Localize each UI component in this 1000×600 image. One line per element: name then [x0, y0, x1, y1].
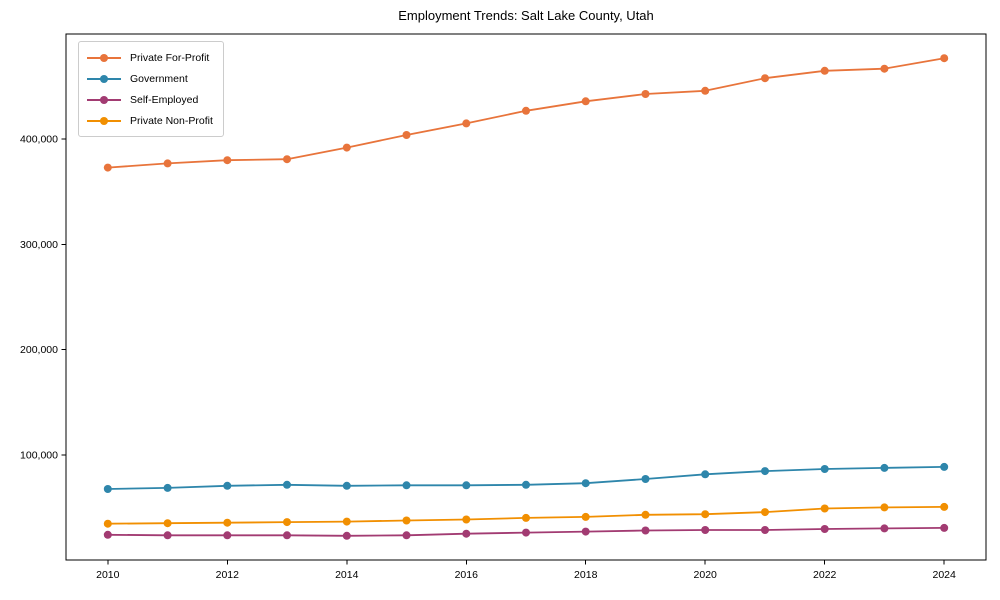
- data-point-marker: [940, 462, 949, 471]
- data-point-marker: [880, 503, 889, 512]
- data-point-marker: [402, 531, 411, 540]
- data-point-marker: [820, 66, 829, 75]
- data-point-marker: [103, 519, 112, 528]
- data-point-marker: [641, 90, 650, 98]
- data-point-marker: [880, 463, 889, 472]
- data-point-marker: [581, 527, 590, 536]
- data-point-marker: [880, 524, 889, 533]
- data-point-marker: [103, 485, 112, 493]
- data-point-marker: [940, 502, 949, 511]
- data-point-marker: [462, 481, 471, 490]
- data-point-marker: [462, 515, 471, 524]
- legend-item-private-non-profit: Private Non-Profit: [87, 110, 213, 131]
- chart-title: Employment Trends: Salt Lake County, Uta…: [398, 8, 654, 23]
- legend-label: Private Non-Profit: [130, 114, 213, 127]
- legend-label: Self-Employed: [130, 93, 199, 106]
- data-point-marker: [342, 481, 351, 490]
- data-point-marker: [223, 518, 232, 527]
- series-private-non-profit: [103, 502, 949, 528]
- data-point-marker: [103, 163, 112, 172]
- y-tick-label: 300,000: [20, 239, 58, 251]
- x-tick-label: 2020: [694, 569, 718, 581]
- data-point-marker: [283, 155, 291, 164]
- data-point-marker: [163, 483, 172, 492]
- data-point-marker: [283, 531, 291, 540]
- data-point-marker: [342, 517, 351, 526]
- data-point-marker: [522, 528, 530, 537]
- legend-label: Government: [130, 72, 188, 85]
- data-point-marker: [701, 526, 710, 534]
- legend: Private For-Profit Government Self-Emplo…: [78, 41, 224, 137]
- data-point-marker: [641, 475, 650, 483]
- data-point-marker: [940, 54, 949, 63]
- data-point-marker: [761, 508, 769, 517]
- data-point-marker: [462, 529, 471, 538]
- series-self-employed: [103, 523, 949, 540]
- data-point-marker: [402, 481, 411, 490]
- x-tick-label: 2012: [216, 569, 240, 581]
- data-point-marker: [163, 531, 172, 540]
- data-point-marker: [820, 525, 829, 533]
- legend-swatch-icon: [87, 74, 121, 84]
- data-point-marker: [641, 526, 650, 535]
- plot-border: [65, 33, 987, 561]
- legend-item-private-for-profit: Private For-Profit: [87, 47, 213, 68]
- x-tick-label: 2018: [574, 569, 598, 581]
- x-tick-label: 2016: [455, 569, 479, 581]
- y-tick-label: 400,000: [20, 134, 58, 146]
- data-point-marker: [641, 510, 650, 519]
- data-point-marker: [761, 467, 769, 476]
- series-private-for-profit: [103, 54, 949, 172]
- data-point-marker: [462, 119, 471, 128]
- data-point-marker: [103, 530, 112, 539]
- x-tick-label: 2010: [96, 569, 120, 581]
- data-point-marker: [163, 519, 172, 528]
- data-point-marker: [223, 481, 232, 490]
- legend-item-self-employed: Self-Employed: [87, 89, 213, 110]
- y-tick-label: 200,000: [20, 344, 58, 356]
- data-point-marker: [581, 97, 590, 106]
- data-point-marker: [701, 86, 710, 95]
- data-point-marker: [581, 512, 590, 521]
- x-tick-label: 2024: [933, 569, 957, 581]
- data-point-marker: [522, 480, 530, 489]
- legend-swatch-icon: [87, 53, 121, 63]
- data-point-marker: [701, 470, 710, 479]
- y-tick-label: 100,000: [20, 449, 58, 461]
- data-point-marker: [820, 504, 829, 513]
- data-point-marker: [223, 156, 232, 165]
- data-point-marker: [283, 480, 291, 489]
- legend-swatch-icon: [87, 116, 121, 126]
- data-point-marker: [342, 143, 351, 152]
- x-tick-label: 2022: [813, 569, 837, 581]
- data-point-marker: [283, 518, 291, 527]
- x-tick-label: 2014: [335, 569, 359, 581]
- data-point-marker: [402, 516, 411, 525]
- data-point-marker: [522, 106, 530, 115]
- legend-label: Private For-Profit: [130, 51, 210, 64]
- data-point-marker: [761, 74, 769, 83]
- legend-item-government: Government: [87, 68, 213, 89]
- data-point-marker: [880, 64, 889, 73]
- legend-swatch-icon: [87, 95, 121, 105]
- data-point-marker: [581, 479, 590, 488]
- data-point-marker: [342, 531, 351, 540]
- data-point-marker: [223, 531, 232, 540]
- data-point-marker: [761, 526, 769, 534]
- data-point-marker: [402, 131, 411, 139]
- data-point-marker: [940, 523, 949, 532]
- data-point-marker: [820, 465, 829, 473]
- series-government: [103, 462, 949, 493]
- data-point-marker: [522, 513, 530, 522]
- data-point-marker: [163, 159, 172, 168]
- data-point-marker: [701, 510, 710, 519]
